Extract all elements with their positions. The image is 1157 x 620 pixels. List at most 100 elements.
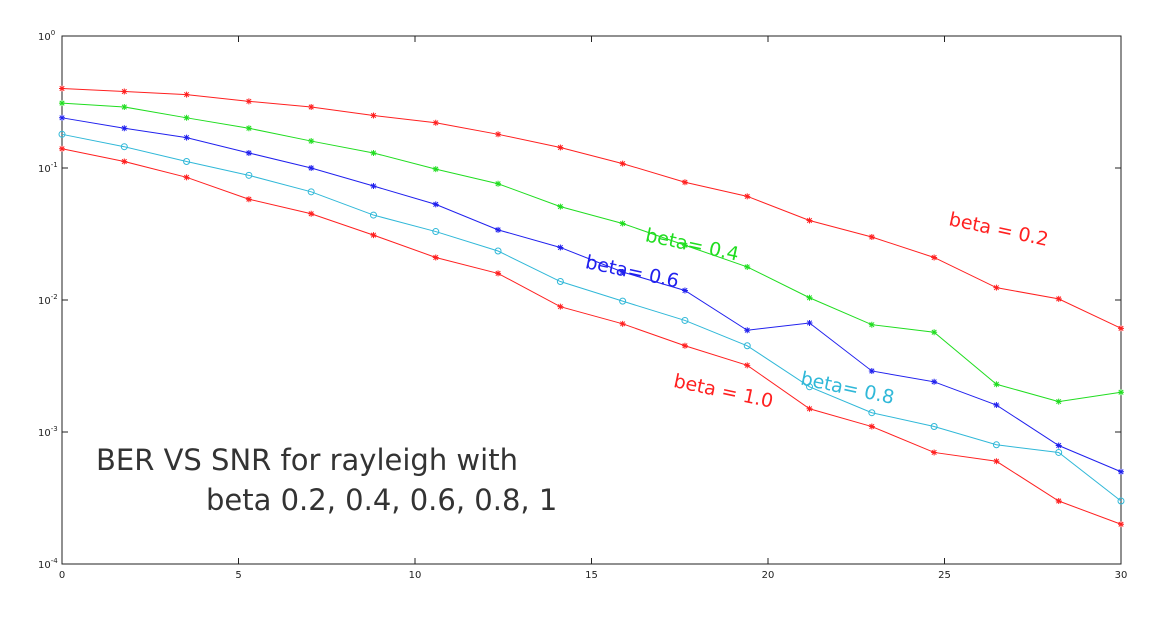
- y-tick-exponent: -3: [51, 425, 58, 433]
- data-point: [806, 383, 814, 391]
- data-point: [308, 103, 315, 110]
- data-point: [806, 405, 813, 412]
- data-point: [494, 247, 502, 255]
- data-point: [245, 125, 252, 132]
- data-point: [432, 228, 440, 236]
- data-point: [121, 88, 128, 95]
- data-point: [681, 342, 688, 349]
- data-point: [557, 203, 564, 210]
- data-point: [744, 263, 751, 270]
- x-tick-label: 10: [409, 570, 422, 581]
- data-point: [619, 220, 626, 227]
- chart-title-line-2: beta 0.2, 0.4, 0.6, 0.8, 1: [206, 483, 557, 517]
- data-point: [1055, 295, 1062, 302]
- data-point: [619, 297, 627, 305]
- data-point: [308, 165, 315, 171]
- data-point: [432, 254, 439, 261]
- data-point: [495, 180, 502, 187]
- data-point: [868, 409, 876, 417]
- series-line: [61, 102, 1122, 403]
- data-point: [59, 114, 65, 121]
- series-5: [59, 145, 1124, 528]
- data-point: [121, 103, 128, 110]
- series-line: [61, 133, 1122, 502]
- data-point: [931, 449, 938, 456]
- data-point: [868, 321, 875, 328]
- y-tick-label: 100: [38, 29, 55, 43]
- data-point: [619, 160, 626, 167]
- y-tick-label: 10-1: [38, 161, 58, 175]
- data-point: [432, 166, 439, 173]
- data-point: [369, 211, 377, 219]
- data-point: [495, 131, 502, 138]
- data-point: [993, 458, 1000, 465]
- data-point: [370, 149, 377, 156]
- series-label-2: beta= 0.4: [643, 224, 741, 265]
- data-point: [557, 144, 564, 151]
- data-point: [557, 244, 564, 251]
- series-1: [59, 85, 1124, 332]
- data-point: [744, 193, 751, 200]
- series-2: [59, 100, 1124, 405]
- data-point: [183, 91, 190, 98]
- data-point: [868, 423, 875, 430]
- data-point: [1117, 497, 1125, 505]
- data-point: [308, 210, 315, 217]
- y-tick-exponent: -4: [51, 557, 59, 565]
- y-tick-base: 10: [38, 32, 51, 43]
- y-tick-base: 10: [38, 296, 51, 307]
- y-tick-label: 10-2: [38, 293, 58, 307]
- data-point: [1055, 442, 1062, 449]
- series-layer: [58, 85, 1125, 528]
- data-point: [806, 294, 813, 301]
- data-point: [495, 270, 502, 277]
- data-point: [183, 134, 190, 141]
- y-tick-label: 10-4: [38, 557, 58, 571]
- data-point: [1118, 521, 1124, 528]
- y-tick-exponent: 0: [51, 29, 55, 37]
- data-point: [183, 174, 190, 181]
- y-tick-exponent: -1: [51, 161, 58, 169]
- series-label-1: beta = 0.2: [947, 208, 1050, 251]
- data-point: [744, 362, 751, 369]
- data-point: [59, 145, 65, 152]
- data-point: [370, 232, 377, 239]
- x-tick-label: 15: [585, 570, 598, 581]
- chart-title-line-1: BER VS SNR for rayleigh with: [96, 443, 518, 477]
- data-point: [681, 316, 689, 324]
- data-point: [681, 287, 688, 294]
- data-point: [930, 423, 938, 431]
- data-point: [183, 158, 191, 166]
- data-point: [1118, 325, 1124, 332]
- x-tick-label: 20: [762, 570, 775, 581]
- data-point: [931, 329, 938, 336]
- data-point: [931, 378, 938, 385]
- data-point: [681, 242, 688, 249]
- x-tick-label: 5: [235, 570, 241, 581]
- y-tick-label: 10-3: [38, 425, 58, 439]
- data-point: [806, 319, 813, 326]
- data-point: [744, 327, 751, 334]
- data-point: [1055, 448, 1063, 456]
- data-point: [121, 125, 128, 132]
- series-line: [61, 117, 1122, 473]
- data-point: [992, 441, 1000, 449]
- data-point: [370, 183, 377, 190]
- data-point: [59, 100, 65, 107]
- data-point: [308, 138, 315, 145]
- y-tick-base: 10: [38, 164, 51, 175]
- series-label-3: beta= 0.6: [583, 251, 681, 292]
- data-point: [993, 284, 1000, 291]
- data-point: [743, 342, 751, 350]
- data-point: [183, 114, 190, 121]
- data-point: [868, 367, 875, 374]
- data-point: [245, 98, 252, 105]
- data-point: [245, 149, 252, 156]
- data-point: [556, 278, 564, 286]
- data-point: [121, 158, 128, 165]
- data-point: [1118, 468, 1124, 475]
- data-point: [1055, 398, 1062, 405]
- y-tick-base: 10: [38, 560, 51, 571]
